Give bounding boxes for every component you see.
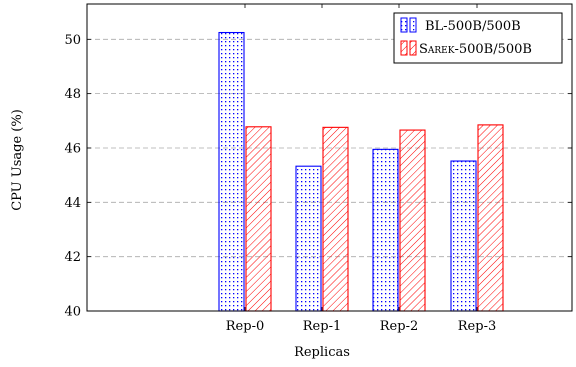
y-tick-label: 44: [64, 196, 81, 211]
legend-swatch-bl: [400, 17, 408, 33]
bar-bl-rep-1: [295, 165, 322, 312]
bar-bl-rep-2: [372, 148, 399, 312]
legend-swatch-sarek: [400, 40, 408, 56]
y-tick-label: 48: [64, 87, 81, 102]
x-tick-label: Rep-0: [226, 319, 264, 334]
bar-sarek-rep-0: [245, 126, 272, 312]
legend-label-bl: BL-500B/500B: [425, 19, 521, 34]
x-tick-label: Rep-2: [380, 319, 418, 334]
y-axis-title: CPU Usage (%): [10, 109, 25, 211]
bar-sarek-rep-1: [322, 126, 349, 312]
y-tick-label: 46: [64, 141, 81, 156]
plot-frame: [86, 3, 573, 312]
bar-sarek-rep-2: [399, 129, 426, 312]
bars: [218, 31, 504, 312]
y-tick-label: 42: [64, 250, 81, 265]
tick-labels: 40 42 44 46 48 50 Rep-0 Rep-1 Rep-2 Rep-3: [64, 33, 496, 334]
bar-bl-rep-3: [450, 160, 477, 312]
bar-sarek-rep-3: [477, 124, 504, 312]
legend-swatch-sarek: [409, 40, 417, 56]
legend-swatch-bl: [409, 17, 417, 33]
y-tick-label: 50: [64, 33, 81, 48]
axes: [86, 3, 573, 312]
legend: BL-500B/500B Sarek-500B/500B: [393, 12, 563, 64]
x-tick-label: Rep-1: [303, 319, 341, 334]
legend-box: [393, 12, 563, 64]
bar-bl-rep-0: [218, 31, 245, 312]
x-axis-title: Replicas: [294, 345, 350, 360]
y-tick-label: 40: [64, 305, 81, 320]
legend-label-sarek: Sarek-500B/500B: [419, 42, 532, 57]
x-tick-label: Rep-3: [458, 319, 496, 334]
